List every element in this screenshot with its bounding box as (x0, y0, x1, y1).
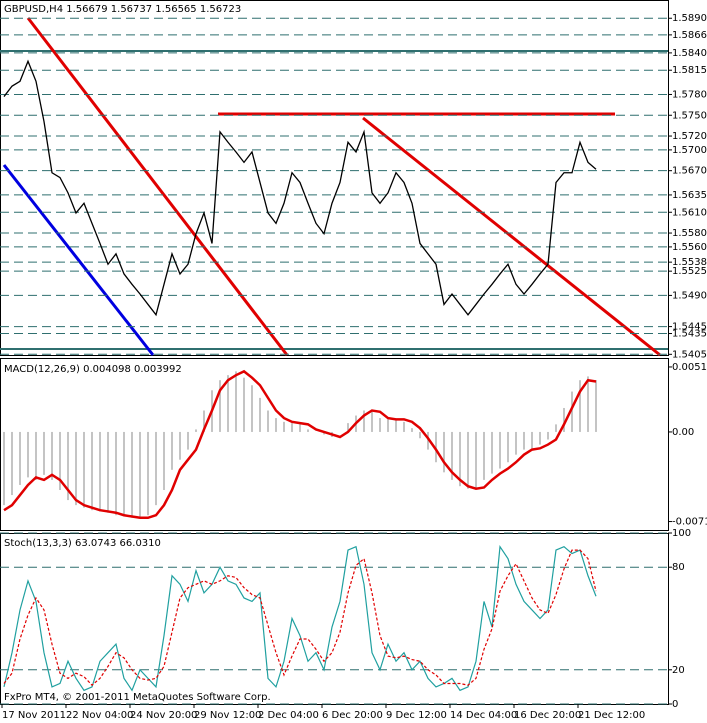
y-tick-label: 1.56350 (672, 190, 707, 201)
y-tick-label: 1.57800 (672, 89, 707, 100)
x-tick-label: 16 Dec 20:00 (514, 710, 581, 721)
y-tick-label: 1.54900 (672, 290, 707, 301)
y-tick-label: 1.57500 (672, 110, 707, 121)
price-line (3, 59, 597, 317)
price-title: GBPUSD,H4 1.56679 1.56737 1.56565 1.5672… (4, 4, 241, 15)
y-tick-label: 1.54450 (672, 322, 707, 333)
y-tick-label: 1.58150 (672, 65, 707, 76)
stoch-signal (3, 549, 597, 687)
x-tick-label: 17 Nov 2011 (2, 710, 66, 721)
x-tick-label: 21 Dec 12:00 (578, 710, 645, 721)
signal-line (3, 369, 597, 520)
x-tick-label: 29 Nov 12:00 (194, 710, 261, 721)
y-tick-label: 80 (672, 562, 685, 573)
y-tick-label: 1.55800 (672, 228, 707, 239)
y-tick-label: 1.55250 (672, 266, 707, 277)
y-tick-label: 1.56100 (672, 207, 707, 218)
stoch-title: Stoch(13,3,3) 63.0743 66.0310 (4, 538, 161, 549)
y-tick-label: 100 (672, 528, 691, 539)
y-tick-label: 0 (672, 699, 678, 710)
x-tick-label: 14 Dec 04:00 (450, 710, 517, 721)
y-tick-label: 0.00515 (672, 362, 707, 373)
stoch-frame (0, 533, 669, 705)
trend-line (26, 17, 289, 356)
stoch-main (3, 544, 597, 692)
macd-title: MACD(12,26,9) 0.004098 0.003992 (4, 364, 182, 375)
y-tick-label: 0.00 (672, 427, 694, 438)
y-tick-label: 20 (672, 665, 685, 676)
x-tick-label: 22 Nov 04:00 (66, 710, 133, 721)
y-tick-label: 1.56700 (672, 166, 707, 177)
trend-line (362, 116, 661, 357)
copyright: FxPro MT4, © 2001-2011 MetaQuotes Softwa… (4, 692, 271, 703)
x-tick-label: 6 Dec 20:00 (322, 710, 383, 721)
y-tick-label: 1.57000 (672, 145, 707, 156)
x-tick-label: 9 Dec 12:00 (386, 710, 447, 721)
y-tick-label: 1.58400 (672, 48, 707, 59)
price-frame (0, 0, 669, 356)
y-tick-label: 1.57200 (672, 131, 707, 142)
y-tick-label: 1.55380 (672, 257, 707, 268)
y-tick-label: 1.58900 (672, 13, 707, 24)
y-tick-label: 1.55600 (672, 242, 707, 253)
macd-frame (0, 358, 669, 531)
x-tick-label: 24 Nov 20:00 (130, 710, 197, 721)
y-tick-label: 1.58660 (672, 30, 707, 41)
y-tick-label: 1.54350 (672, 329, 707, 340)
x-tick-label: 2 Dec 04:00 (258, 710, 319, 721)
channel-line (2, 164, 155, 356)
